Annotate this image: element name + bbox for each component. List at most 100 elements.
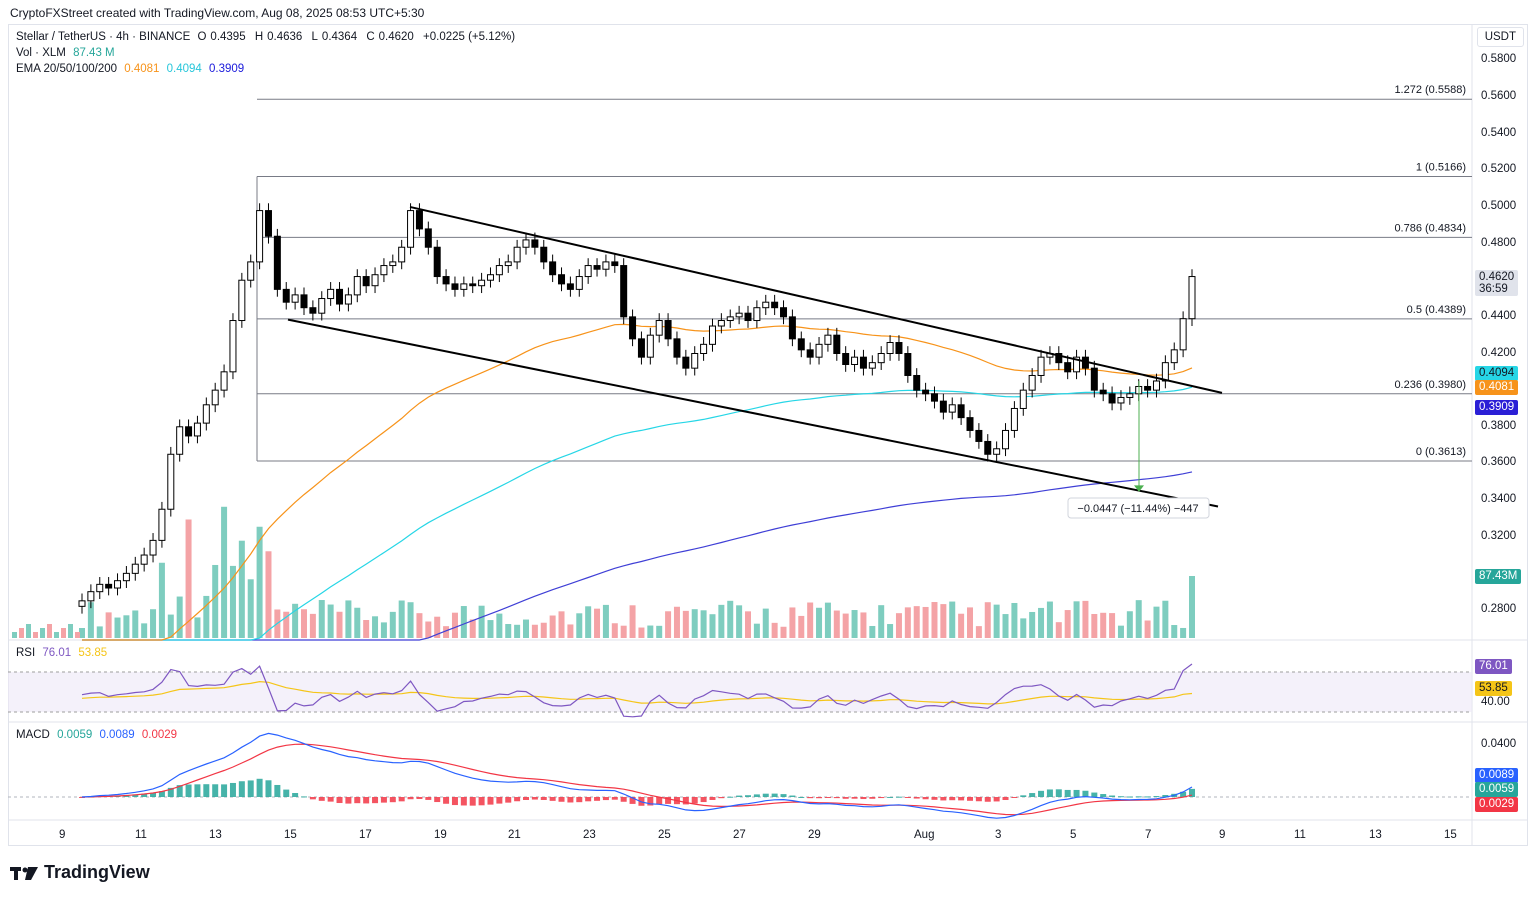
candle-body bbox=[1073, 356, 1081, 373]
volume-bar bbox=[1038, 607, 1045, 638]
time-axis-label: 9 bbox=[1219, 829, 1226, 841]
volume-bar bbox=[887, 624, 894, 638]
volume-bar bbox=[585, 606, 592, 638]
volume-bar bbox=[860, 612, 867, 638]
macd-histogram-bar bbox=[79, 797, 85, 798]
candle-body bbox=[229, 320, 237, 373]
candle-body bbox=[1126, 393, 1134, 398]
macd-histogram-bar bbox=[354, 797, 361, 804]
volume-bar bbox=[1162, 600, 1169, 638]
volume-bar bbox=[318, 600, 325, 638]
volume-bar bbox=[691, 609, 698, 638]
macd-histogram-bar bbox=[425, 797, 432, 800]
time-axis-label: 7 bbox=[1145, 829, 1152, 841]
candle-body bbox=[611, 261, 619, 267]
macd-histogram-bar bbox=[1189, 788, 1195, 797]
volume-bar bbox=[1126, 611, 1133, 638]
candle-body bbox=[451, 283, 459, 290]
close-label: C bbox=[366, 31, 375, 43]
macd-histogram-bar bbox=[1055, 789, 1062, 797]
volume-bar bbox=[372, 616, 379, 638]
volume-bar bbox=[984, 602, 991, 638]
macd-histogram-bar bbox=[745, 795, 751, 797]
tradingview-logo[interactable]: TradingView bbox=[10, 862, 150, 883]
candle-body bbox=[442, 276, 450, 285]
macd-histogram-bar bbox=[700, 797, 707, 803]
fib-level-label: 1 (0.5166) bbox=[1416, 162, 1466, 174]
macd-histogram-bar bbox=[167, 787, 174, 797]
candle-body bbox=[939, 400, 947, 413]
macd-histogram-bar bbox=[602, 797, 609, 801]
volume-bar bbox=[212, 564, 219, 638]
volume-bar bbox=[47, 624, 52, 638]
macd-histogram-bar bbox=[1082, 790, 1089, 797]
macd-histogram-bar bbox=[460, 797, 467, 806]
candle-body bbox=[859, 356, 867, 369]
volume-bar bbox=[87, 602, 94, 638]
time-axis-label: 17 bbox=[359, 829, 372, 841]
macd-histogram-bar bbox=[789, 795, 796, 797]
volume-bar bbox=[443, 626, 450, 638]
macd-histogram-bar bbox=[309, 797, 316, 800]
rsi-tag: 76.01 bbox=[1475, 659, 1512, 674]
candle-body bbox=[1064, 362, 1072, 373]
candle-body bbox=[904, 353, 912, 376]
currency-button[interactable]: USDT bbox=[1476, 27, 1524, 47]
macd-histogram-bar bbox=[1029, 793, 1036, 797]
candle-body bbox=[1037, 356, 1045, 376]
volume-bar bbox=[816, 607, 823, 638]
macd-histogram-bar bbox=[656, 797, 663, 805]
rsi-legend: RSI 76.01 53.85 bbox=[16, 647, 111, 659]
ema100-tag: 0.4094 bbox=[1475, 366, 1519, 381]
volume-bar bbox=[1109, 613, 1116, 638]
volume-bar bbox=[780, 626, 787, 638]
candle-body bbox=[398, 246, 406, 263]
macd-histogram-bar bbox=[158, 791, 165, 797]
low-label: L bbox=[311, 31, 318, 43]
macd-histogram-bar bbox=[727, 796, 734, 798]
candle-body bbox=[700, 343, 708, 355]
macd-histogram-bar bbox=[256, 778, 263, 797]
volume-bar bbox=[1002, 614, 1009, 638]
macd-histogram-bar bbox=[1091, 792, 1098, 797]
candle-body bbox=[744, 312, 752, 322]
macd-histogram-bar bbox=[1126, 796, 1133, 798]
fib-level-label: 0.236 (0.3980) bbox=[1394, 379, 1466, 391]
candle-body bbox=[877, 353, 885, 364]
volume-bar bbox=[895, 613, 902, 638]
price-axis-label: 0.3800 bbox=[1481, 419, 1517, 432]
macd-histogram-bar bbox=[540, 797, 547, 800]
rsi-value: 76.01 bbox=[42, 647, 72, 659]
volume-bar bbox=[451, 612, 458, 638]
macd-histogram-bar bbox=[736, 795, 743, 797]
volume-bar bbox=[611, 623, 618, 638]
candle-body bbox=[824, 334, 832, 345]
candle-body bbox=[336, 288, 344, 305]
volume-bar bbox=[336, 611, 343, 638]
candle-body bbox=[424, 228, 432, 248]
ema100-value: 0.4094 bbox=[166, 63, 202, 75]
volume-bar bbox=[700, 610, 707, 638]
chart-frame[interactable] bbox=[8, 24, 1528, 846]
candle-body bbox=[78, 600, 86, 607]
volume-bar bbox=[922, 606, 929, 638]
volume-bar bbox=[158, 562, 165, 638]
volume-bar bbox=[123, 615, 130, 638]
macd-histogram-bar bbox=[141, 793, 148, 797]
macd-histogram-bar bbox=[380, 797, 387, 803]
rsi-line bbox=[81, 663, 1193, 718]
macd-histogram-bar bbox=[1109, 795, 1116, 797]
macd-histogram-bar bbox=[1162, 794, 1169, 797]
measure-label: −0.0447 (−11.44%) −447 bbox=[1077, 503, 1198, 515]
macd-histogram-bar bbox=[1064, 789, 1071, 797]
macd-histogram-bar bbox=[247, 780, 254, 797]
volume-bar bbox=[40, 628, 45, 638]
volume-bar bbox=[514, 624, 521, 638]
candle-body bbox=[1179, 318, 1187, 351]
time-axis-label: 15 bbox=[1444, 829, 1457, 841]
macd-histogram-bar bbox=[1135, 796, 1142, 798]
volume-bar bbox=[33, 632, 38, 638]
macd-histogram-bar bbox=[549, 797, 556, 801]
rsi-label: RSI bbox=[16, 647, 36, 659]
